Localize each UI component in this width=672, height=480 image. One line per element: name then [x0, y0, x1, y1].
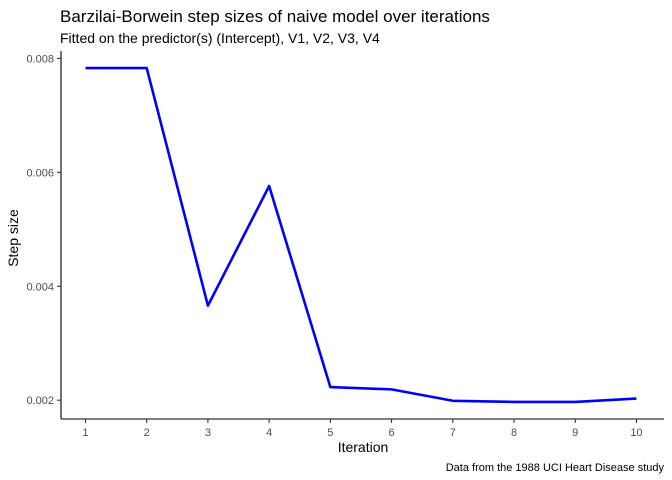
series-group — [85, 66, 637, 404]
x-tick-label: 10 — [630, 427, 642, 439]
plot-area: 0.002 0.004 0.006 0.008 1 2 3 4 5 6 7 8 9 10 — [26, 51, 664, 439]
x-tick-label: 7 — [450, 427, 456, 439]
chart-subtitle: Fitted on the predictor(s) (Intercept), … — [60, 30, 380, 46]
chart-title: Barzilai-Borwein step sizes of naive mod… — [60, 7, 490, 26]
series-line — [85, 66, 637, 404]
y-tick-label: 0.008 — [26, 53, 54, 65]
y-tick-label: 0.002 — [26, 395, 54, 407]
x-tick-label: 6 — [389, 427, 395, 439]
chart-caption: Data from the 1988 UCI Heart Disease stu… — [446, 462, 665, 474]
y-axis-ticks: 0.002 0.004 0.006 0.008 — [26, 53, 61, 407]
x-tick-label: 3 — [205, 427, 211, 439]
y-tick-label: 0.006 — [26, 167, 54, 179]
y-axis-title: Step size — [5, 209, 21, 267]
x-axis-title: Iteration — [338, 439, 389, 455]
x-tick-label: 1 — [82, 427, 88, 439]
x-tick-label: 2 — [144, 427, 150, 439]
x-tick-label: 9 — [572, 427, 578, 439]
y-tick-label: 0.004 — [26, 281, 54, 293]
x-tick-label: 8 — [511, 427, 517, 439]
x-tick-label: 5 — [327, 427, 333, 439]
x-axis-ticks: 1 2 3 4 5 6 7 8 9 10 — [82, 419, 643, 439]
x-tick-label: 4 — [266, 427, 272, 439]
